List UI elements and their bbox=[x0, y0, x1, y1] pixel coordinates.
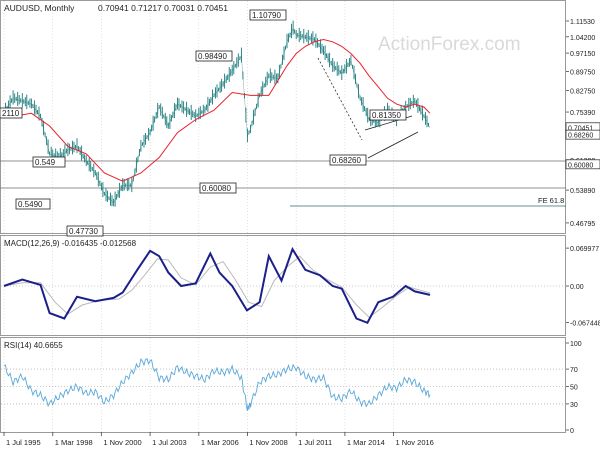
x-tick-label: 1 Nov 2016 bbox=[395, 438, 433, 447]
price-ohlc: 0.70941 0.71217 0.70031 0.70451 bbox=[98, 3, 228, 13]
rsi-tick-label: 0 bbox=[570, 428, 574, 435]
macd-line bbox=[3, 246, 431, 325]
x-tick-label: 1 Mar 1998 bbox=[55, 438, 93, 447]
fe-label: FE 61.8 bbox=[538, 196, 564, 205]
annotation-110790: 1.10790 bbox=[249, 9, 287, 21]
sma-line bbox=[13, 38, 431, 182]
price-tick-label: 0.97150 bbox=[570, 51, 595, 58]
macd-tick-label: 0.069977 bbox=[570, 246, 599, 253]
x-tick-label: 1 Jul 2011 bbox=[298, 438, 332, 447]
x-tick-label: 1 Jul 2003 bbox=[152, 438, 187, 447]
price-layer bbox=[3, 20, 431, 207]
macd-panel bbox=[0, 235, 566, 336]
price-close-line bbox=[3, 27, 431, 204]
watermark: ActionForex.com bbox=[378, 34, 521, 55]
price-tick-label: 0.89750 bbox=[570, 70, 595, 77]
rsi-tick-label: 50 bbox=[570, 385, 578, 392]
annotation-081350: 0.81350 bbox=[369, 109, 407, 121]
rsi-tick-label: 100 bbox=[570, 341, 582, 348]
annotation-060080: 0.60080 bbox=[199, 182, 237, 194]
svg-text:0.47730: 0.47730 bbox=[69, 227, 98, 236]
price-tick-label: 1.11530 bbox=[570, 19, 595, 26]
svg-text:0.68260: 0.68260 bbox=[332, 156, 361, 165]
price-title: AUDUSD, Monthly bbox=[4, 3, 75, 13]
x-tick-label: 1 Mar 2006 bbox=[201, 438, 239, 447]
annotation-05490: 0.5490 bbox=[15, 198, 51, 210]
svg-text:2110: 2110 bbox=[2, 109, 20, 118]
macd-tick-label: 0.00 bbox=[570, 284, 584, 291]
price-tick-label: 0.46795 bbox=[570, 221, 595, 228]
macd-signal-line bbox=[3, 255, 431, 319]
level-box-0 bbox=[565, 129, 600, 140]
level-box-1 bbox=[565, 159, 600, 170]
price-tick-label: 0.53890 bbox=[570, 188, 595, 195]
annotation-2110: 2110 bbox=[0, 107, 23, 119]
macd-title: MACD(12,26,9) -0.016435 -0.012568 bbox=[4, 239, 137, 248]
last-price-label: 0.70451 bbox=[568, 125, 593, 132]
annotation-068260: 0.68260 bbox=[329, 154, 367, 166]
rsi-tick-label: 30 bbox=[570, 402, 578, 409]
annotation-098490: 0.98490 bbox=[195, 50, 233, 62]
x-tick-label: 1 Mar 2014 bbox=[347, 438, 385, 447]
rsi-line bbox=[3, 357, 431, 411]
rsi-panel bbox=[0, 337, 566, 433]
x-tick-label: 1 Nov 2008 bbox=[249, 438, 287, 447]
price-tick-label: 1.04200 bbox=[570, 35, 595, 42]
x-axis: 1 Jul 1995 1 Mar 1998 1 Nov 2000 1 Jul 2003… bbox=[3, 432, 434, 447]
price-panel bbox=[0, 0, 566, 234]
right-axis: 1.11530 1.04200 0.97150 0.89750 0.82750 0.753… bbox=[565, 19, 600, 435]
svg-text:0.98490: 0.98490 bbox=[198, 52, 227, 61]
level-label-0: 0.68260 bbox=[568, 133, 593, 140]
annotation-0549-small: 0.549 bbox=[32, 156, 66, 168]
annotation-047730: 0.47730 bbox=[66, 225, 104, 237]
trend-line-down bbox=[317, 57, 363, 141]
level-label-1: 0.60080 bbox=[568, 162, 593, 169]
rsi-layer bbox=[1, 357, 565, 411]
price-tick-label: 0.82750 bbox=[570, 88, 595, 95]
svg-text:0.549: 0.549 bbox=[35, 158, 56, 167]
macd-tick-label: -0.067448 bbox=[570, 321, 600, 328]
rsi-tick-label: 70 bbox=[570, 367, 578, 374]
svg-text:1.10790: 1.10790 bbox=[252, 11, 281, 20]
svg-text:0.81350: 0.81350 bbox=[372, 111, 401, 120]
x-tick-label: 1 Nov 2000 bbox=[103, 438, 141, 447]
channel-lower bbox=[367, 131, 419, 159]
svg-text:0.60080: 0.60080 bbox=[202, 184, 231, 193]
rsi-title: RSI(14) 40.6655 bbox=[4, 341, 63, 350]
price-tick-label: 0.75390 bbox=[570, 110, 595, 117]
macd-layer bbox=[1, 246, 565, 325]
x-tick-label: 1 Jul 1995 bbox=[6, 438, 41, 447]
svg-text:0.5490: 0.5490 bbox=[18, 200, 43, 209]
grid-lines bbox=[3, 1, 394, 432]
